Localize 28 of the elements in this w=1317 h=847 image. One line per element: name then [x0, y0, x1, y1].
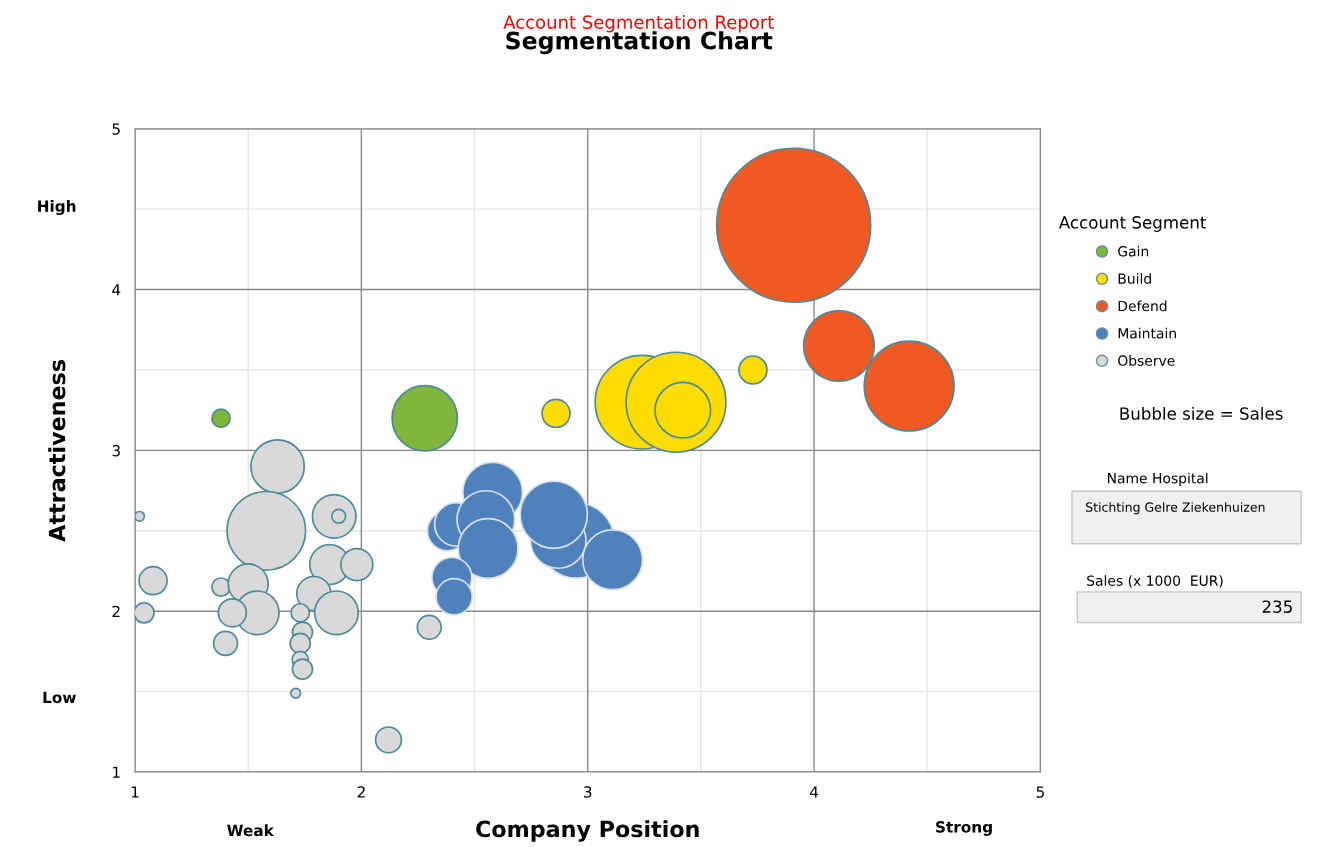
- text: Stichting Gelre Ziekenhuizen: [1086, 502, 1265, 515]
- text: Sales (x 1000 EUR): [1087, 575, 1223, 588]
- text: Name Hospital: [1107, 472, 1208, 487]
- legend-label: Maintain: [1118, 327, 1176, 339]
- text: Strong: [936, 821, 992, 836]
- text: Low: [43, 691, 76, 704]
- text: Bubble size = Sales: [1120, 406, 1283, 420]
- legend-label: Defend: [1118, 300, 1167, 312]
- y-tick-label: 3: [112, 444, 120, 457]
- y-tick-label: 1: [113, 766, 120, 778]
- text: High: [38, 200, 76, 215]
- legend-label: Gain: [1118, 245, 1149, 257]
- x-tick-label: 4: [809, 786, 819, 798]
- x-tick-label: 5: [1036, 786, 1044, 798]
- x-tick-label: 3: [584, 786, 592, 798]
- legend-label: Build: [1118, 273, 1151, 284]
- y-tick-label: 2: [112, 605, 120, 618]
- chart-title: Segmentation Chart: [506, 31, 773, 55]
- y-tick-label: 5: [112, 123, 120, 135]
- text: 235: [1262, 600, 1292, 613]
- x-axis-title: Company Position: [476, 820, 699, 842]
- x-tick-label: 2: [357, 786, 365, 798]
- y-tick-label: 4: [112, 284, 121, 296]
- y-axis-title: Attractiveness: [48, 360, 66, 542]
- legend-title: Account Segment: [1058, 216, 1207, 232]
- x-tick-label: 1: [131, 786, 139, 798]
- legend-label: Observe: [1118, 355, 1175, 366]
- text: Weak: [227, 824, 275, 837]
